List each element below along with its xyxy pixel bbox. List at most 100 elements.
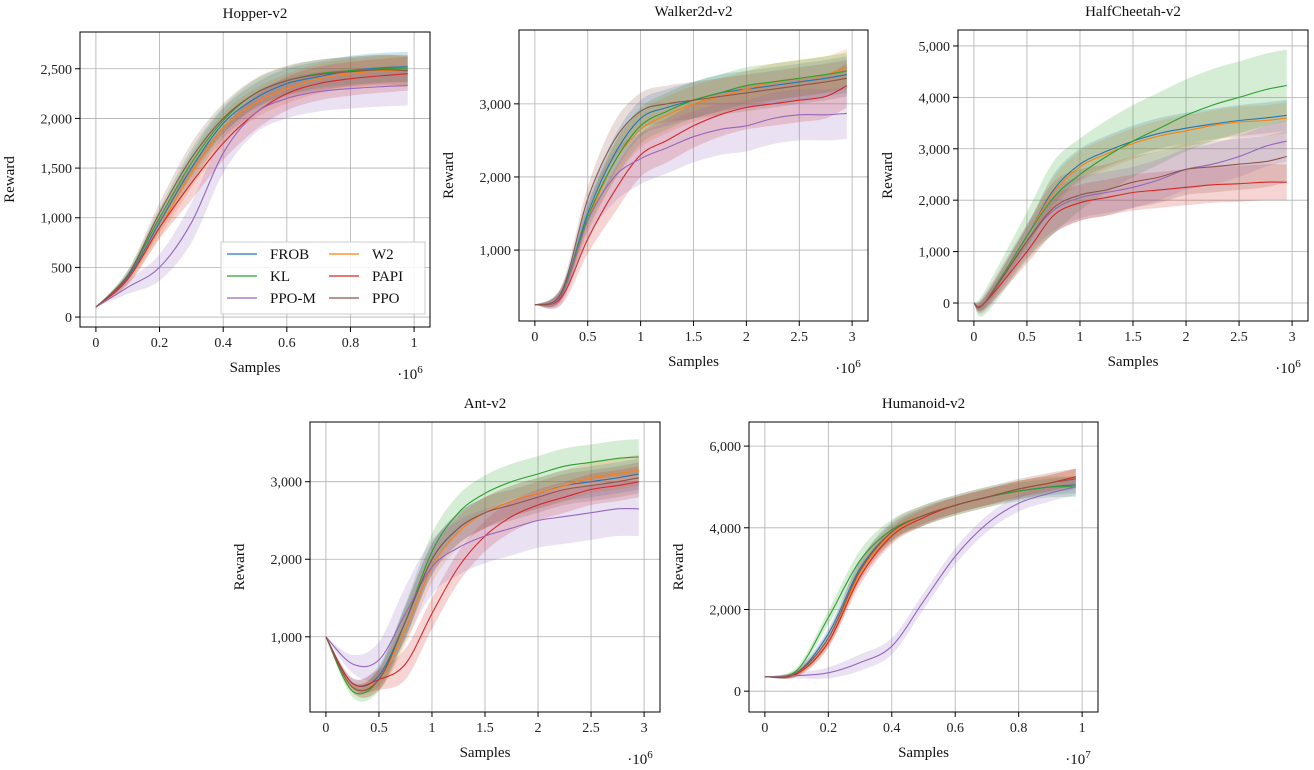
chart-walker2d-v2: 0 0.5 1 1.5 2 2.5 3 1,000 2,000 3,000 Walker2d-v2 S…: [441, 4, 869, 377]
plot-frame: [309, 421, 661, 713]
x-tick-label: 0.5: [370, 721, 388, 736]
line-papi: [973, 181, 1287, 308]
legend-label: PAPI: [372, 269, 403, 285]
legend-label: W2: [372, 247, 394, 263]
legend-label: PPO-M: [270, 291, 316, 307]
band-papi: [95, 56, 408, 308]
x-tick-label: 1: [428, 721, 435, 736]
x-tick-label: 0.5: [1018, 330, 1036, 345]
line-ppo: [534, 77, 847, 306]
plot-frame: [748, 421, 1099, 713]
x-tick-label: 0.4: [214, 336, 232, 351]
x-tick-label: 0.4: [883, 721, 901, 736]
y-tick-label: 2,000: [41, 112, 73, 127]
band-w2: [325, 454, 639, 698]
line-ppo-m: [95, 85, 408, 308]
y-tick-label: 1,000: [480, 244, 512, 259]
x-tick-label: 1.5: [685, 330, 703, 345]
y-tick-label: 3,000: [480, 98, 512, 113]
line-ppo: [973, 155, 1287, 309]
x-scale-exponent: ·106: [397, 364, 423, 383]
band-frob: [325, 458, 639, 694]
band-ppo-m: [764, 478, 1076, 679]
chart-hopper-v2: 0 0.2 0.4 0.6 0.8 1 0 500 1,000 1,500 2,000 2,500 Ho…: [2, 6, 431, 383]
x-scale-exponent: ·106: [627, 749, 653, 768]
chart-title: Ant-v2: [464, 396, 507, 412]
x-tick-label: 3: [641, 721, 648, 736]
y-tick-label: 2,000: [919, 194, 951, 209]
x-tick-label: 1: [1076, 330, 1083, 345]
y-tick-label: 2,000: [271, 553, 303, 568]
x-tick-label: 2.5: [1230, 330, 1248, 345]
line-ppo-m: [534, 112, 847, 306]
x-tick-label: 2.5: [582, 721, 600, 736]
y-tick-label: 5,000: [919, 40, 951, 55]
legend-label: KL: [270, 269, 290, 285]
x-tick-label: 1: [411, 336, 418, 351]
y-tick-label: 0: [943, 297, 950, 312]
band-papi: [534, 63, 847, 309]
band-ppo-m: [95, 65, 408, 308]
x-tick-label: 0.8: [342, 336, 360, 351]
y-tick-label: 2,000: [710, 603, 742, 618]
line-papi: [534, 85, 848, 306]
y-tick-label: 2,000: [480, 171, 512, 186]
x-axis-label: Samples: [1108, 354, 1159, 370]
x-tick-label: 2: [1183, 330, 1190, 345]
y-axis-label: Reward: [232, 543, 248, 590]
line-kl: [973, 84, 1287, 309]
band-papi: [973, 164, 1287, 312]
band-w2: [764, 468, 1076, 679]
line-ppo-m: [325, 507, 639, 668]
chart-title: Walker2d-v2: [655, 4, 733, 20]
y-axis-label: Reward: [441, 152, 457, 199]
x-tick-label: 0: [761, 721, 768, 736]
y-axis-label: Reward: [880, 152, 896, 199]
x-tick-label: 0.5: [579, 330, 597, 345]
y-tick-label: 1,000: [919, 246, 951, 261]
chart-title: HalfCheetah-v2: [1085, 4, 1181, 20]
chart-ant-v2: 0 0.5 1 1.5 2 2.5 3 1,000 2,000 3,000 Ant-v2 Sample…: [232, 396, 661, 768]
y-tick-label: 3,000: [919, 143, 951, 158]
legend-label: FROB: [270, 247, 309, 263]
x-tick-label: 0: [531, 330, 538, 345]
line-ppo-m: [764, 486, 1076, 678]
x-scale-exponent: ·106: [1275, 358, 1301, 377]
x-tick-label: 1.5: [1124, 330, 1142, 345]
x-axis-label: Samples: [460, 745, 511, 761]
band-ppo: [325, 462, 639, 698]
plot-frame: [518, 29, 869, 322]
band-frob: [95, 51, 408, 308]
line-ppo: [95, 69, 408, 308]
x-tick-label: 0.8: [1010, 721, 1028, 736]
plot-frame: [79, 31, 431, 328]
y-tick-label: 1,000: [271, 631, 303, 646]
x-tick-label: 0: [970, 330, 977, 345]
band-ppo-m: [973, 120, 1287, 313]
plot-frame: [957, 29, 1309, 322]
x-axis-label: Samples: [898, 745, 949, 761]
legend: FROB W2 KL PAPI PPO-M PPO: [220, 241, 426, 315]
y-tick-label: 1,500: [41, 162, 73, 177]
band-kl: [973, 49, 1287, 317]
x-axis-label: Samples: [230, 360, 281, 376]
band-ppo: [764, 468, 1076, 679]
band-papi: [764, 468, 1076, 679]
chart-humanoid-v2: 0 0.2 0.4 0.6 0.8 1 0 2,000 4,000 6,000 Humanoid-v…: [671, 396, 1099, 768]
x-tick-label: 3: [1289, 330, 1296, 345]
x-tick-label: 3: [849, 330, 856, 345]
y-tick-label: 3,000: [271, 476, 303, 491]
x-tick-label: 2: [535, 721, 542, 736]
x-tick-label: 1.5: [476, 721, 494, 736]
chart-halfcheetah-v2: 0 0.5 1 1.5 2 2.5 3 0 1,000 2,000 3,000 4,000 5,000 H…: [880, 4, 1309, 377]
y-tick-label: 6,000: [710, 440, 742, 455]
band-papi: [325, 466, 639, 694]
x-scale-exponent: ·106: [835, 358, 861, 377]
chart-title: Humanoid-v2: [882, 396, 965, 412]
x-axis-label: Samples: [668, 354, 719, 370]
y-tick-label: 0: [65, 311, 72, 326]
chart-title: Hopper-v2: [223, 6, 288, 22]
line-ppo: [325, 477, 639, 692]
line-ppo: [764, 478, 1076, 678]
